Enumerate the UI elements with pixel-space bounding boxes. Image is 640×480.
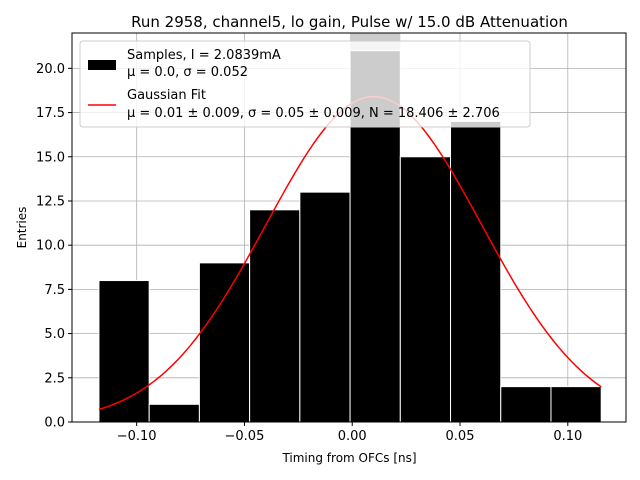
histogram-bar-7 — [450, 120, 502, 423]
y-tick-label-8: 20.0 — [36, 62, 65, 77]
x-axis-label: Timing from OFCs [ns] — [281, 451, 416, 465]
x-tick-label-4: 0.10 — [553, 429, 582, 444]
y-tick-label-5: 12.5 — [36, 194, 65, 209]
histogram-bar-9 — [550, 386, 602, 423]
y-tick-label-6: 15.0 — [36, 150, 65, 165]
y-tick-label-7: 17.5 — [36, 106, 65, 121]
histogram-bar-1 — [148, 403, 200, 423]
legend-samples-label: Samples, I = 2.0839mA — [127, 48, 281, 63]
legend: Samples, I = 2.0839mA μ = 0.0, σ = 0.052… — [79, 40, 531, 128]
y-tick-label-4: 10.0 — [36, 239, 65, 254]
x-tick-label-2: 0.00 — [338, 429, 367, 444]
plot-frame — [71, 32, 627, 423]
legend-box — [79, 40, 531, 128]
legend-fit-stats: μ = 0.01 ± 0.009, σ = 0.05 ± 0.009, N = … — [127, 106, 500, 121]
legend-fit-label: Gaussian Fit — [127, 88, 206, 103]
histogram-bar-3 — [249, 209, 301, 423]
histogram-bar-8 — [500, 386, 552, 423]
y-axis-ticks: 0.0 2.5 5.0 7.5 10.0 12.5 15.0 17.5 20.0 — [36, 62, 72, 431]
y-tick-label-1: 2.5 — [44, 371, 65, 386]
chart-title: Run 2958, channel5, lo gain, Pulse w/ 15… — [131, 13, 568, 31]
histogram-bar-4 — [299, 191, 351, 423]
histogram-bars — [98, 33, 602, 423]
y-axis-label: Entries — [15, 207, 29, 249]
y-tick-label-2: 5.0 — [44, 327, 65, 342]
x-tick-label-0: −0.10 — [117, 429, 157, 444]
y-tick-label-3: 7.5 — [44, 283, 65, 298]
histogram-bar-6 — [399, 156, 452, 423]
histogram-bar-2 — [198, 262, 251, 423]
x-tick-label-1: −0.05 — [225, 429, 265, 444]
legend-samples-stats: μ = 0.0, σ = 0.052 — [127, 65, 248, 80]
y-tick-label-0: 0.0 — [44, 416, 65, 431]
x-axis-ticks: −0.10 −0.05 0.00 0.05 0.10 — [117, 422, 582, 444]
histogram-bar-0 — [98, 280, 150, 423]
legend-samples-swatch — [88, 60, 116, 70]
x-tick-label-3: 0.05 — [446, 429, 475, 444]
